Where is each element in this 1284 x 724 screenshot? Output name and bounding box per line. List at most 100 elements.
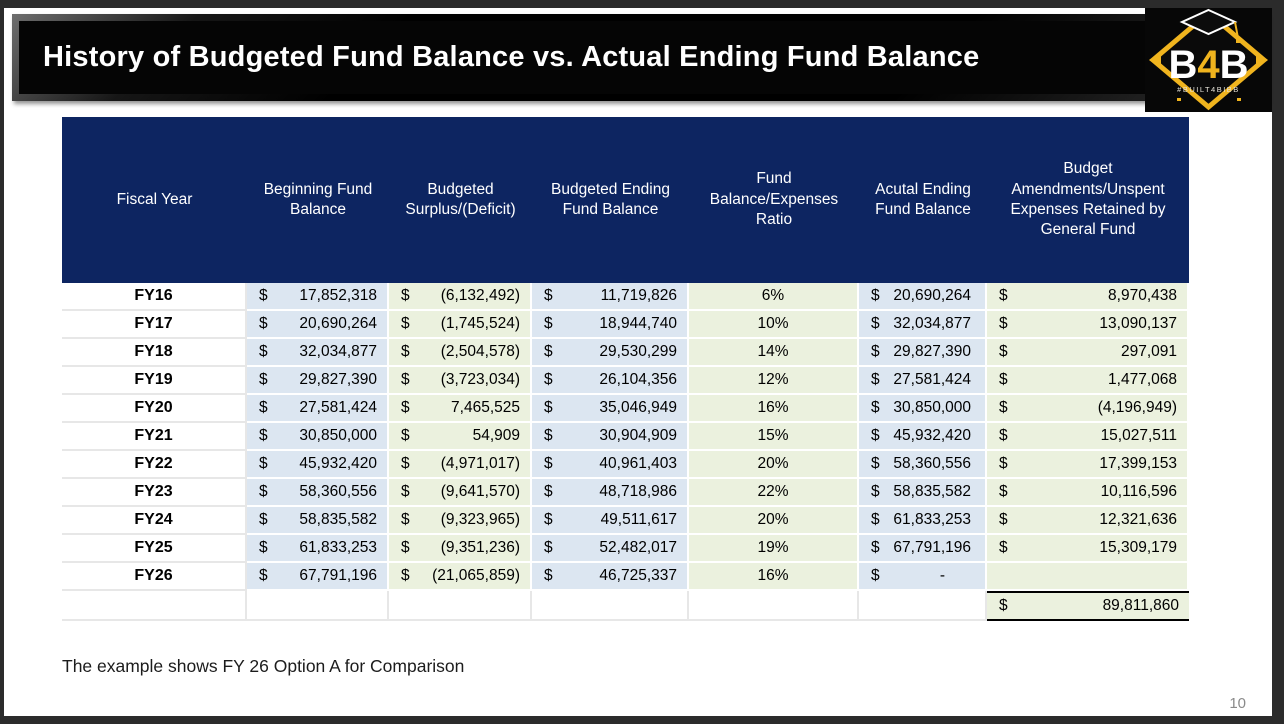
title-bar: History of Budgeted Fund Balance vs. Act…	[12, 14, 1266, 101]
ratio-cell: 20%	[689, 451, 859, 479]
beginning-fund-balance-cell: $ 17,852,318	[247, 283, 389, 311]
currency-symbol: $	[544, 427, 553, 444]
actual-ending-fund-balance-cell: $ 61,833,253	[859, 507, 987, 535]
currency-symbol: $	[871, 371, 880, 388]
currency-symbol: $	[871, 539, 880, 556]
header-actual-ending-fund-balance: Acutal Ending Fund Balance	[859, 117, 987, 283]
total-amount: 89,811,860	[1102, 597, 1179, 614]
currency-symbol: $	[259, 483, 268, 500]
budgeted-surplus-deficit-cell: $ (4,971,017)	[389, 451, 532, 479]
beginning-fund-balance-cell: $ 67,791,196	[247, 563, 389, 591]
total-row: $ 89,811,860	[62, 591, 1189, 621]
table-row: FY24 $ 58,835,582 $ (9,323,965) $ 49,511…	[62, 507, 1189, 535]
currency-symbol: $	[999, 287, 1008, 304]
amendments-cell: $ (4,196,949)	[987, 395, 1189, 423]
beginning-fund-balance-cell: $ 58,835,582	[247, 507, 389, 535]
budgeted-surplus-deficit-cell: $ 7,465,525	[389, 395, 532, 423]
budgeted-ending-fund-balance-cell: $ 18,944,740	[532, 311, 689, 339]
beginning-fund-balance-cell: $ 32,034,877	[247, 339, 389, 367]
amendments-amount: 8,970,438	[1108, 287, 1177, 304]
amendments-cell: $ 297,091	[987, 339, 1189, 367]
actual-amount: 61,833,253	[893, 511, 971, 528]
table-row: FY25 $ 61,833,253 $ (9,351,236) $ 52,482…	[62, 535, 1189, 563]
actual-amount: 45,932,420	[893, 427, 971, 444]
actual-amount: 58,835,582	[893, 483, 971, 500]
budgeted-ending-fund-balance-cell: $ 40,961,403	[532, 451, 689, 479]
b4b-logo: B4B #BUILT4BIBB	[1145, 8, 1272, 112]
currency-symbol: $	[401, 539, 410, 556]
actual-amount: 58,360,556	[893, 455, 971, 472]
surplus-amount: (9,351,236)	[440, 539, 520, 556]
budgeted-ending-amount: 52,482,017	[599, 539, 677, 556]
blank-cell	[389, 591, 532, 621]
currency-symbol: $	[871, 315, 880, 332]
header-beginning-fund-balance: Beginning Fund Balance	[247, 117, 389, 283]
ratio-cell: 6%	[689, 283, 859, 311]
amendments-amount: 13,090,137	[1099, 315, 1177, 332]
beginning-amount: 58,360,556	[299, 483, 377, 500]
amendments-cell: $ 13,090,137	[987, 311, 1189, 339]
currency-symbol: $	[401, 455, 410, 472]
actual-amount: 32,034,877	[893, 315, 971, 332]
beginning-amount: 32,034,877	[299, 343, 377, 360]
svg-text:B4B: B4B	[1168, 43, 1248, 87]
fiscal-year-cell: FY17	[62, 311, 247, 339]
ratio-cell: 14%	[689, 339, 859, 367]
header-fiscal-year: Fiscal Year	[62, 117, 247, 283]
currency-symbol: $	[401, 511, 410, 528]
currency-symbol: $	[871, 427, 880, 444]
surplus-amount: (21,065,859)	[432, 567, 520, 584]
beginning-fund-balance-cell: $ 58,360,556	[247, 479, 389, 507]
budgeted-surplus-deficit-cell: $ (21,065,859)	[389, 563, 532, 591]
page-title: History of Budgeted Fund Balance vs. Act…	[43, 41, 980, 73]
fiscal-year-cell: FY18	[62, 339, 247, 367]
currency-symbol: $	[544, 399, 553, 416]
currency-symbol: $	[544, 567, 553, 584]
budgeted-ending-fund-balance-cell: $ 52,482,017	[532, 535, 689, 563]
header-budget-amendments: Budget Amendments/Unspent Expenses Retai…	[987, 117, 1189, 283]
surplus-amount: (4,971,017)	[440, 455, 520, 472]
surplus-amount: (1,745,524)	[440, 315, 520, 332]
blank-cell	[532, 591, 689, 621]
ratio-cell: 10%	[689, 311, 859, 339]
amendments-cell: $ 8,970,438	[987, 283, 1189, 311]
currency-symbol: $	[871, 511, 880, 528]
currency-symbol: $	[544, 343, 553, 360]
beginning-amount: 29,827,390	[299, 371, 377, 388]
surplus-amount: (3,723,034)	[440, 371, 520, 388]
currency-symbol: $	[999, 511, 1008, 528]
surplus-amount: (9,323,965)	[440, 511, 520, 528]
currency-symbol: $	[259, 511, 268, 528]
currency-symbol: $	[544, 371, 553, 388]
beginning-amount: 61,833,253	[299, 539, 377, 556]
beginning-amount: 27,581,424	[299, 399, 377, 416]
budgeted-ending-amount: 26,104,356	[599, 371, 677, 388]
budgeted-ending-amount: 18,944,740	[599, 315, 677, 332]
budgeted-ending-fund-balance-cell: $ 48,718,986	[532, 479, 689, 507]
title-bar-inner: History of Budgeted Fund Balance vs. Act…	[19, 21, 1259, 94]
header-row: Fiscal Year Beginning Fund Balance Budge…	[62, 117, 1189, 283]
currency-symbol: $	[259, 455, 268, 472]
blank-cell	[247, 591, 389, 621]
fund-balance-table: Fiscal Year Beginning Fund Balance Budge…	[62, 117, 1189, 621]
beginning-fund-balance-cell: $ 61,833,253	[247, 535, 389, 563]
fiscal-year-cell: FY21	[62, 423, 247, 451]
currency-symbol: $	[871, 455, 880, 472]
currency-symbol: $	[259, 567, 268, 584]
fiscal-year-cell: FY19	[62, 367, 247, 395]
surplus-amount: (2,504,578)	[440, 343, 520, 360]
currency-symbol: $	[544, 483, 553, 500]
beginning-amount: 30,850,000	[299, 427, 377, 444]
blank-cell	[62, 591, 247, 621]
amendments-amount: 297,091	[1120, 343, 1177, 360]
amendments-cell: $ 15,309,179	[987, 535, 1189, 563]
actual-ending-fund-balance-cell: $ 67,791,196	[859, 535, 987, 563]
ratio-cell: 16%	[689, 395, 859, 423]
currency-symbol: $	[259, 343, 268, 360]
currency-symbol: $	[999, 399, 1008, 416]
budgeted-ending-amount: 40,961,403	[599, 455, 677, 472]
table-row: FY20 $ 27,581,424 $ 7,465,525 $ 35,046,9…	[62, 395, 1189, 423]
ratio-cell: 20%	[689, 507, 859, 535]
currency-symbol: $	[871, 343, 880, 360]
ratio-cell: 22%	[689, 479, 859, 507]
